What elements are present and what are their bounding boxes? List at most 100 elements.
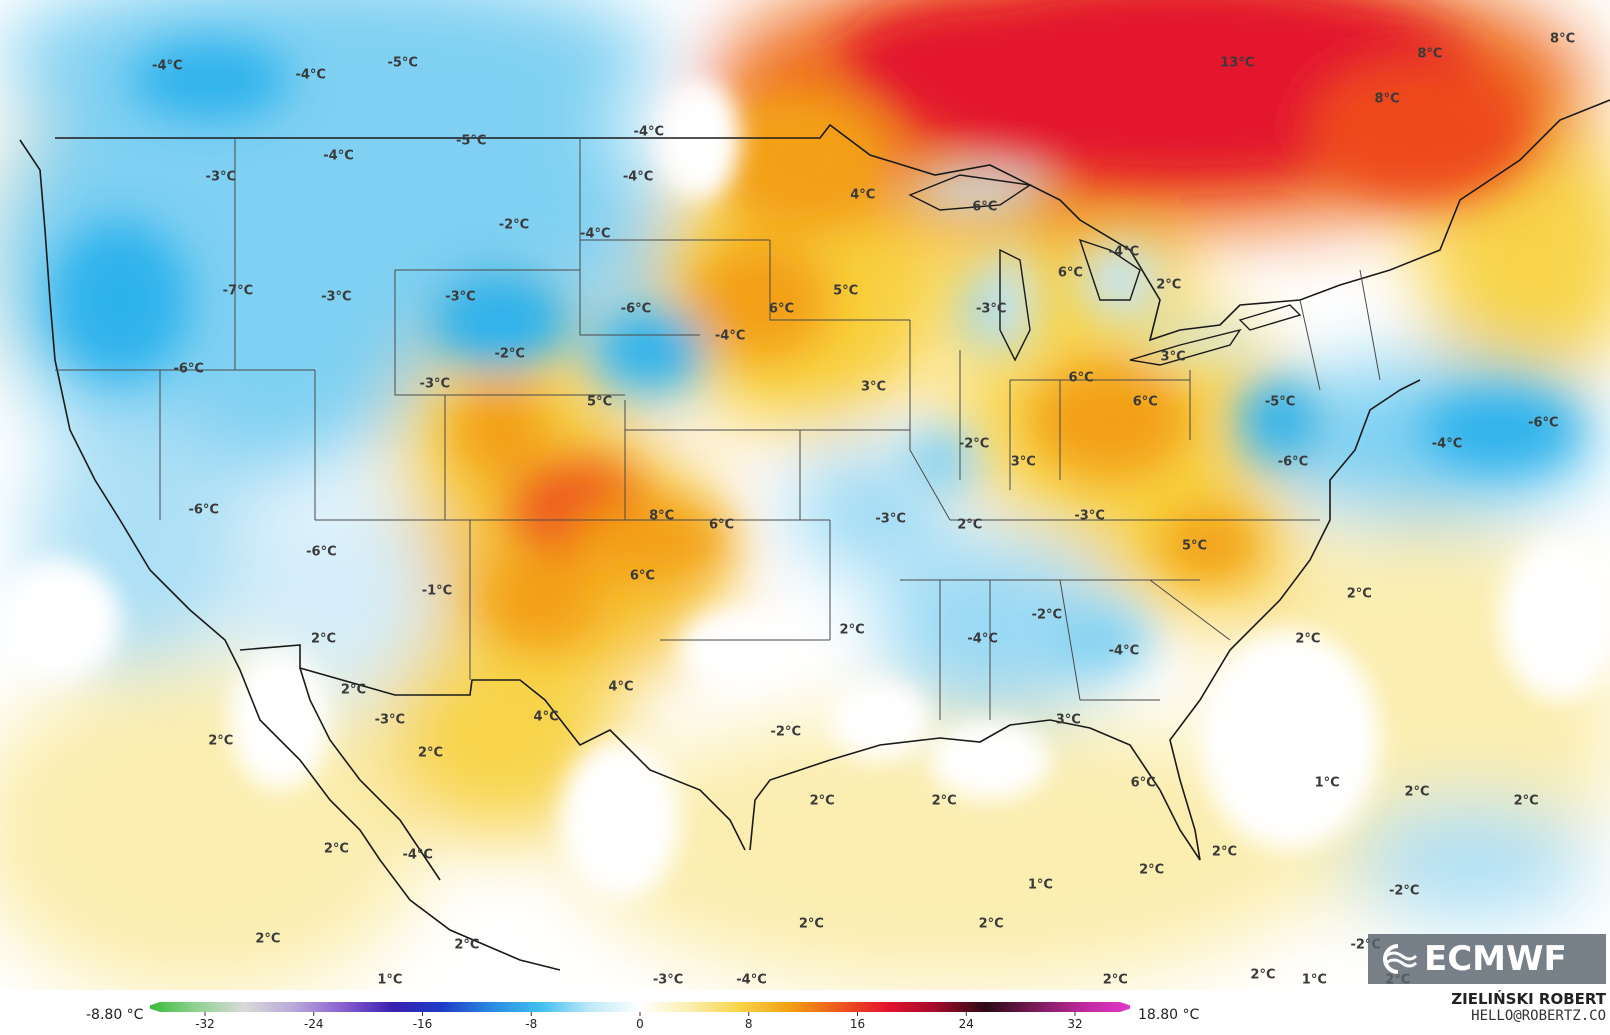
- temperature-label: -2°C: [771, 725, 801, 740]
- temperature-label: -5°C: [1265, 395, 1295, 410]
- temperature-label: 2°C: [418, 746, 443, 761]
- temperature-label: 6°C: [769, 302, 794, 317]
- pacific-coast: [19, 139, 561, 971]
- temperature-label: -6°C: [173, 362, 203, 377]
- color-scale-tick-label: 32: [1067, 1017, 1082, 1031]
- temperature-label: 5°C: [587, 395, 612, 410]
- temperature-label: 6°C: [972, 200, 997, 215]
- temperature-label: 6°C: [709, 518, 734, 533]
- color-scale-bar: [150, 1002, 1130, 1012]
- temperature-label: -6°C: [306, 545, 336, 560]
- color-scale-tick-label: -16: [413, 1017, 433, 1031]
- temperature-label: -4°C: [623, 170, 653, 185]
- temperature-label: 4°C: [534, 710, 559, 725]
- us-mexico-border: [239, 644, 746, 851]
- temperature-label: 2°C: [208, 734, 233, 749]
- color-scale-tick-label: -24: [304, 1017, 324, 1031]
- temperature-label: 2°C: [979, 917, 1004, 932]
- temperature-label: -4°C: [580, 227, 610, 242]
- credit-author: ZIELIŃSKI ROBERT: [1451, 990, 1606, 1008]
- temperature-label: -5°C: [456, 134, 486, 149]
- temperature-label: 6°C: [1069, 371, 1094, 386]
- temperature-label: -1°C: [422, 584, 452, 599]
- temperature-label: 2°C: [840, 623, 865, 638]
- color-scale-tick-label: 0: [636, 1017, 644, 1031]
- temperature-label: 8°C: [1375, 92, 1400, 107]
- temperature-label: 6°C: [1133, 395, 1158, 410]
- us-canada-border: [55, 99, 1610, 342]
- color-scale: -32 -24 -16 -8 0 8 16 24 32: [150, 1002, 1130, 1031]
- temperature-label: -3°C: [875, 512, 905, 527]
- temperature-label: -4°C: [295, 68, 325, 83]
- color-scale-ticks: -32 -24 -16 -8 0 8 16 24 32: [195, 1012, 1083, 1031]
- boundaries: [19, 99, 1610, 971]
- color-scale-tick-label: -8: [525, 1017, 537, 1031]
- temperature-label: 2°C: [1405, 785, 1430, 800]
- temperature-label: -4°C: [715, 329, 745, 344]
- temperature-label: -4°C: [1109, 644, 1139, 659]
- temperature-label: 2°C: [799, 917, 824, 932]
- temperature-label: -7°C: [223, 284, 253, 299]
- temperature-label: 2°C: [932, 794, 957, 809]
- temperature-label: -4°C: [152, 59, 182, 74]
- baja-coast: [299, 667, 441, 881]
- temperature-label: -3°C: [321, 290, 351, 305]
- temperature-label: -3°C: [206, 170, 236, 185]
- temperature-label: -5°C: [387, 56, 417, 71]
- temperature-label: 3°C: [1056, 713, 1081, 728]
- temperature-label: -2°C: [494, 347, 524, 362]
- ecmwf-logo: ECMWF: [1368, 934, 1606, 984]
- temperature-label: 2°C: [341, 683, 366, 698]
- temperature-label: 6°C: [1131, 776, 1156, 791]
- temperature-label: 2°C: [810, 794, 835, 809]
- temperature-label: -6°C: [621, 302, 651, 317]
- temperature-labels: -4°C -4°C -5°C -4°C 13°C 8°C 8°C 8°C -3°C -4°C -5°…: [152, 32, 1575, 988]
- temperature-label: 2°C: [1347, 587, 1372, 602]
- temperature-label: 8°C: [1417, 47, 1442, 62]
- temperature-label: 2°C: [1295, 632, 1320, 647]
- lake-outlines: [908, 174, 1302, 366]
- temperature-label: 3°C: [861, 380, 886, 395]
- color-scale-tick-label: 24: [959, 1017, 974, 1031]
- temperature-label: 2°C: [311, 632, 336, 647]
- temperature-label: -3°C: [976, 302, 1006, 317]
- temperature-label: 2°C: [454, 938, 479, 953]
- gulf-coast: [749, 379, 1421, 861]
- legend-max-label: 18.80 °C: [1138, 1007, 1200, 1023]
- anomaly-fill-layer: [0, 0, 1610, 990]
- temperature-label: -2°C: [1389, 884, 1419, 899]
- temperature-label: 1°C: [1315, 776, 1340, 791]
- temperature-label: -6°C: [188, 503, 218, 518]
- temperature-label: -4°C: [1432, 437, 1462, 452]
- temperature-label: 2°C: [1514, 794, 1539, 809]
- temperature-label: -4°C: [323, 149, 353, 164]
- state-lines: [55, 138, 1381, 720]
- color-scale-tick-label: -32: [195, 1017, 215, 1031]
- credit-email: HELLO@ROBERTZ.CO: [1471, 1008, 1606, 1024]
- color-scale-tick-label: 8: [745, 1017, 753, 1031]
- temperature-label: 5°C: [833, 284, 858, 299]
- temperature-label: 6°C: [1058, 266, 1083, 281]
- temperature-label: 2°C: [1103, 973, 1128, 988]
- temperature-label: 2°C: [1250, 968, 1275, 983]
- temperature-label: 8°C: [1550, 32, 1575, 47]
- temperature-label: -3°C: [1074, 509, 1104, 524]
- temperature-label: -3°C: [420, 377, 450, 392]
- temperature-label: 13°C: [1220, 56, 1254, 71]
- temperature-label: 3°C: [1161, 350, 1186, 365]
- color-scale-tick-label: 16: [850, 1017, 865, 1031]
- temperature-label: -4°C: [634, 125, 664, 140]
- legend-min-label: -8.80 °C: [86, 1007, 144, 1023]
- temperature-label: -4°C: [1109, 245, 1139, 260]
- legend-bar: [0, 990, 1610, 1035]
- temperature-label: 2°C: [1139, 863, 1164, 878]
- temperature-anomaly-map: -4°C -4°C -5°C -4°C 13°C 8°C 8°C 8°C -3°C -4°C -5°…: [0, 0, 1610, 990]
- temperature-label: 6°C: [630, 569, 655, 584]
- temperature-label: 2°C: [324, 842, 349, 857]
- temperature-label: 5°C: [1182, 539, 1207, 554]
- temperature-label: 1°C: [1302, 973, 1327, 988]
- temperature-label: 1°C: [1028, 878, 1053, 893]
- temperature-label: -2°C: [959, 437, 989, 452]
- temperature-label: -2°C: [499, 218, 529, 233]
- temperature-label: -4°C: [736, 973, 766, 988]
